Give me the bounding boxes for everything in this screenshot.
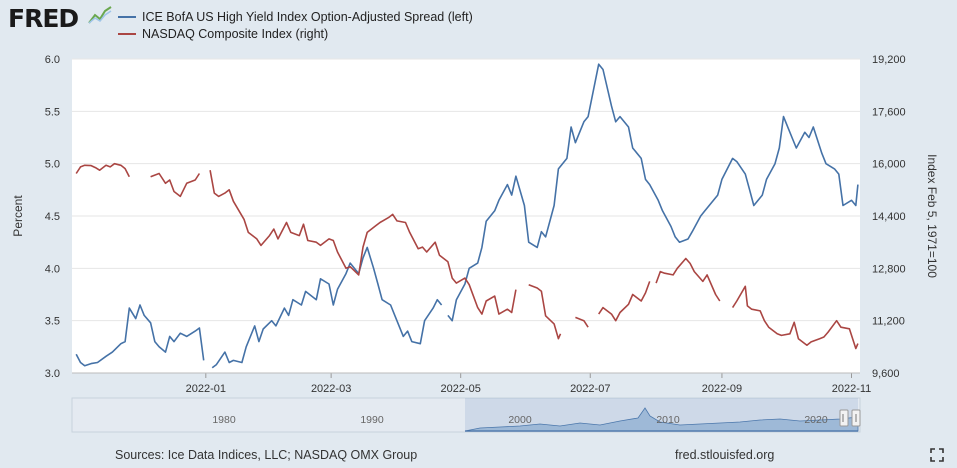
navigator-year-label: 1980 bbox=[212, 414, 236, 426]
right-tick-label: 14,400 bbox=[872, 211, 906, 223]
right-axis-title: Index Feb 5, 1971=100 bbox=[925, 154, 939, 278]
navigator-year-label: 2000 bbox=[508, 414, 532, 426]
x-tick-label: 2022-05 bbox=[441, 383, 481, 395]
navigator-handle-left[interactable] bbox=[839, 409, 849, 427]
fred-logo[interactable]: FRED bbox=[8, 4, 79, 33]
footer: Sources: Ice Data Indices, LLC; NASDAQ O… bbox=[0, 442, 957, 468]
left-tick-label: 3.5 bbox=[45, 316, 60, 328]
chart-area: 3.0 3.5 4.0 4.5 5.0 5.5 6.0 9,600 11,200 12,800 1… bbox=[11, 54, 939, 433]
x-tick-label: 2022-01 bbox=[186, 383, 226, 395]
right-tick-label: 12,800 bbox=[872, 263, 906, 275]
left-axis-title: Percent bbox=[11, 195, 25, 237]
series-line-nasdaq bbox=[75, 162, 859, 350]
right-tick-label: 17,600 bbox=[872, 106, 906, 118]
range-navigator[interactable]: 1980 1990 2000 2010 2020 bbox=[71, 397, 861, 433]
header: FRED ICE BofA US High Yield Index Option… bbox=[0, 0, 957, 48]
x-tick-label: 2022-09 bbox=[702, 383, 742, 395]
x-axis-ticks: 2022-01 2022-03 2022-05 2022-07 2022-09 2022-… bbox=[72, 372, 872, 395]
left-tick-label: 4.5 bbox=[45, 211, 60, 223]
left-tick-label: 5.0 bbox=[45, 159, 60, 171]
legend-swatch-red bbox=[118, 32, 136, 35]
x-tick-label: 2022-03 bbox=[311, 383, 351, 395]
fullscreen-icon[interactable] bbox=[930, 448, 944, 462]
x-tick-label: 2022-07 bbox=[570, 383, 610, 395]
chart-legend: ICE BofA US High Yield Index Option-Adju… bbox=[118, 8, 473, 42]
chart-line-icon bbox=[88, 6, 112, 24]
series-line-high-yield-spread bbox=[75, 63, 859, 369]
navigator-year-labels: 1980 1990 2000 2010 2020 bbox=[212, 414, 828, 426]
left-tick-label: 3.0 bbox=[45, 368, 60, 380]
x-tick-label: 2022-11 bbox=[832, 383, 872, 395]
site-link[interactable]: fred.stlouisfed.org bbox=[675, 448, 775, 462]
legend-swatch-blue bbox=[118, 15, 136, 18]
navigator-year-label: 2010 bbox=[656, 414, 680, 426]
legend-item-nasdaq[interactable]: NASDAQ Composite Index (right) bbox=[118, 25, 473, 42]
left-tick-label: 6.0 bbox=[45, 54, 60, 66]
legend-label-high-yield-spread: ICE BofA US High Yield Index Option-Adju… bbox=[142, 9, 473, 24]
right-tick-label: 9,600 bbox=[872, 368, 900, 380]
right-tick-label: 11,200 bbox=[872, 316, 905, 328]
right-axis-ticks: 9,600 11,200 12,800 14,400 16,000 17,600 19,20… bbox=[872, 54, 906, 380]
left-tick-label: 4.0 bbox=[45, 263, 60, 275]
navigator-selection[interactable] bbox=[465, 398, 858, 432]
left-tick-label: 5.5 bbox=[45, 106, 60, 118]
sources-text: Sources: Ice Data Indices, LLC; NASDAQ O… bbox=[115, 448, 418, 462]
navigator-mini-series bbox=[464, 407, 859, 432]
right-tick-label: 16,000 bbox=[872, 159, 906, 171]
legend-item-high-yield-spread[interactable]: ICE BofA US High Yield Index Option-Adju… bbox=[118, 8, 473, 25]
left-axis-ticks: 3.0 3.5 4.0 4.5 5.0 5.5 6.0 bbox=[45, 54, 60, 380]
right-tick-label: 19,200 bbox=[872, 54, 906, 66]
series-lines bbox=[75, 63, 859, 369]
legend-label-nasdaq: NASDAQ Composite Index (right) bbox=[142, 26, 329, 41]
navigator-year-label: 2020 bbox=[804, 414, 828, 426]
navigator-year-label: 1990 bbox=[360, 414, 384, 426]
